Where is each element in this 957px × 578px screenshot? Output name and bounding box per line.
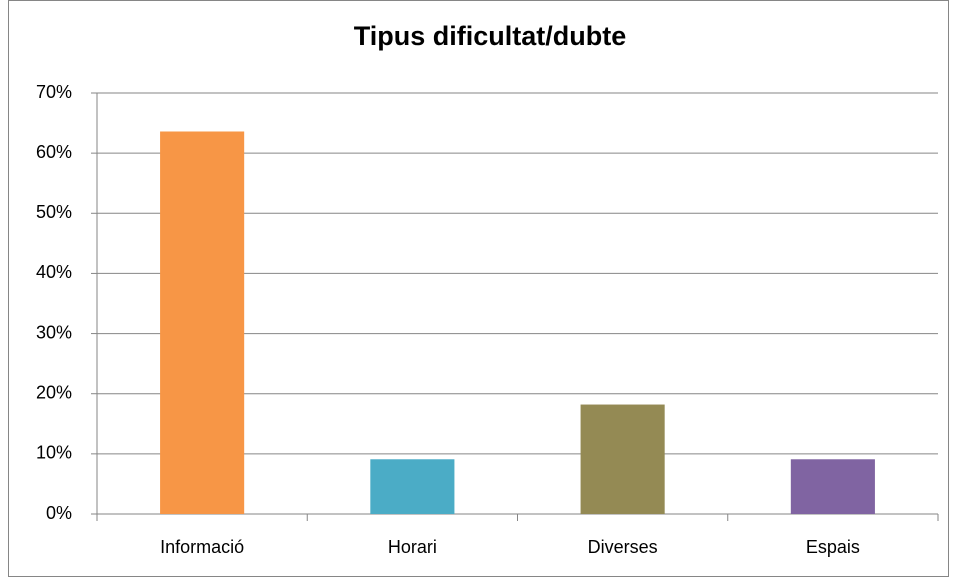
chart-title: Tipus dificultat/dubte bbox=[354, 21, 627, 51]
y-tick-label: 10% bbox=[36, 443, 72, 463]
y-tick-label: 20% bbox=[36, 382, 72, 402]
x-tick-label: Espais bbox=[806, 537, 860, 557]
y-tick-label: 60% bbox=[36, 142, 72, 162]
bar bbox=[580, 404, 665, 514]
y-tick-label: 70% bbox=[36, 82, 72, 102]
y-tick-label: 30% bbox=[36, 322, 72, 342]
y-tick-label: 0% bbox=[46, 503, 72, 523]
bar bbox=[370, 459, 455, 514]
x-tick-label: Diverses bbox=[588, 537, 658, 557]
x-tick-label: Horari bbox=[388, 537, 437, 557]
y-tick-label: 40% bbox=[36, 262, 72, 282]
x-tick-label: Informació bbox=[160, 537, 244, 557]
y-tick-label: 50% bbox=[36, 202, 72, 222]
bar bbox=[160, 131, 245, 514]
bar bbox=[790, 459, 875, 514]
